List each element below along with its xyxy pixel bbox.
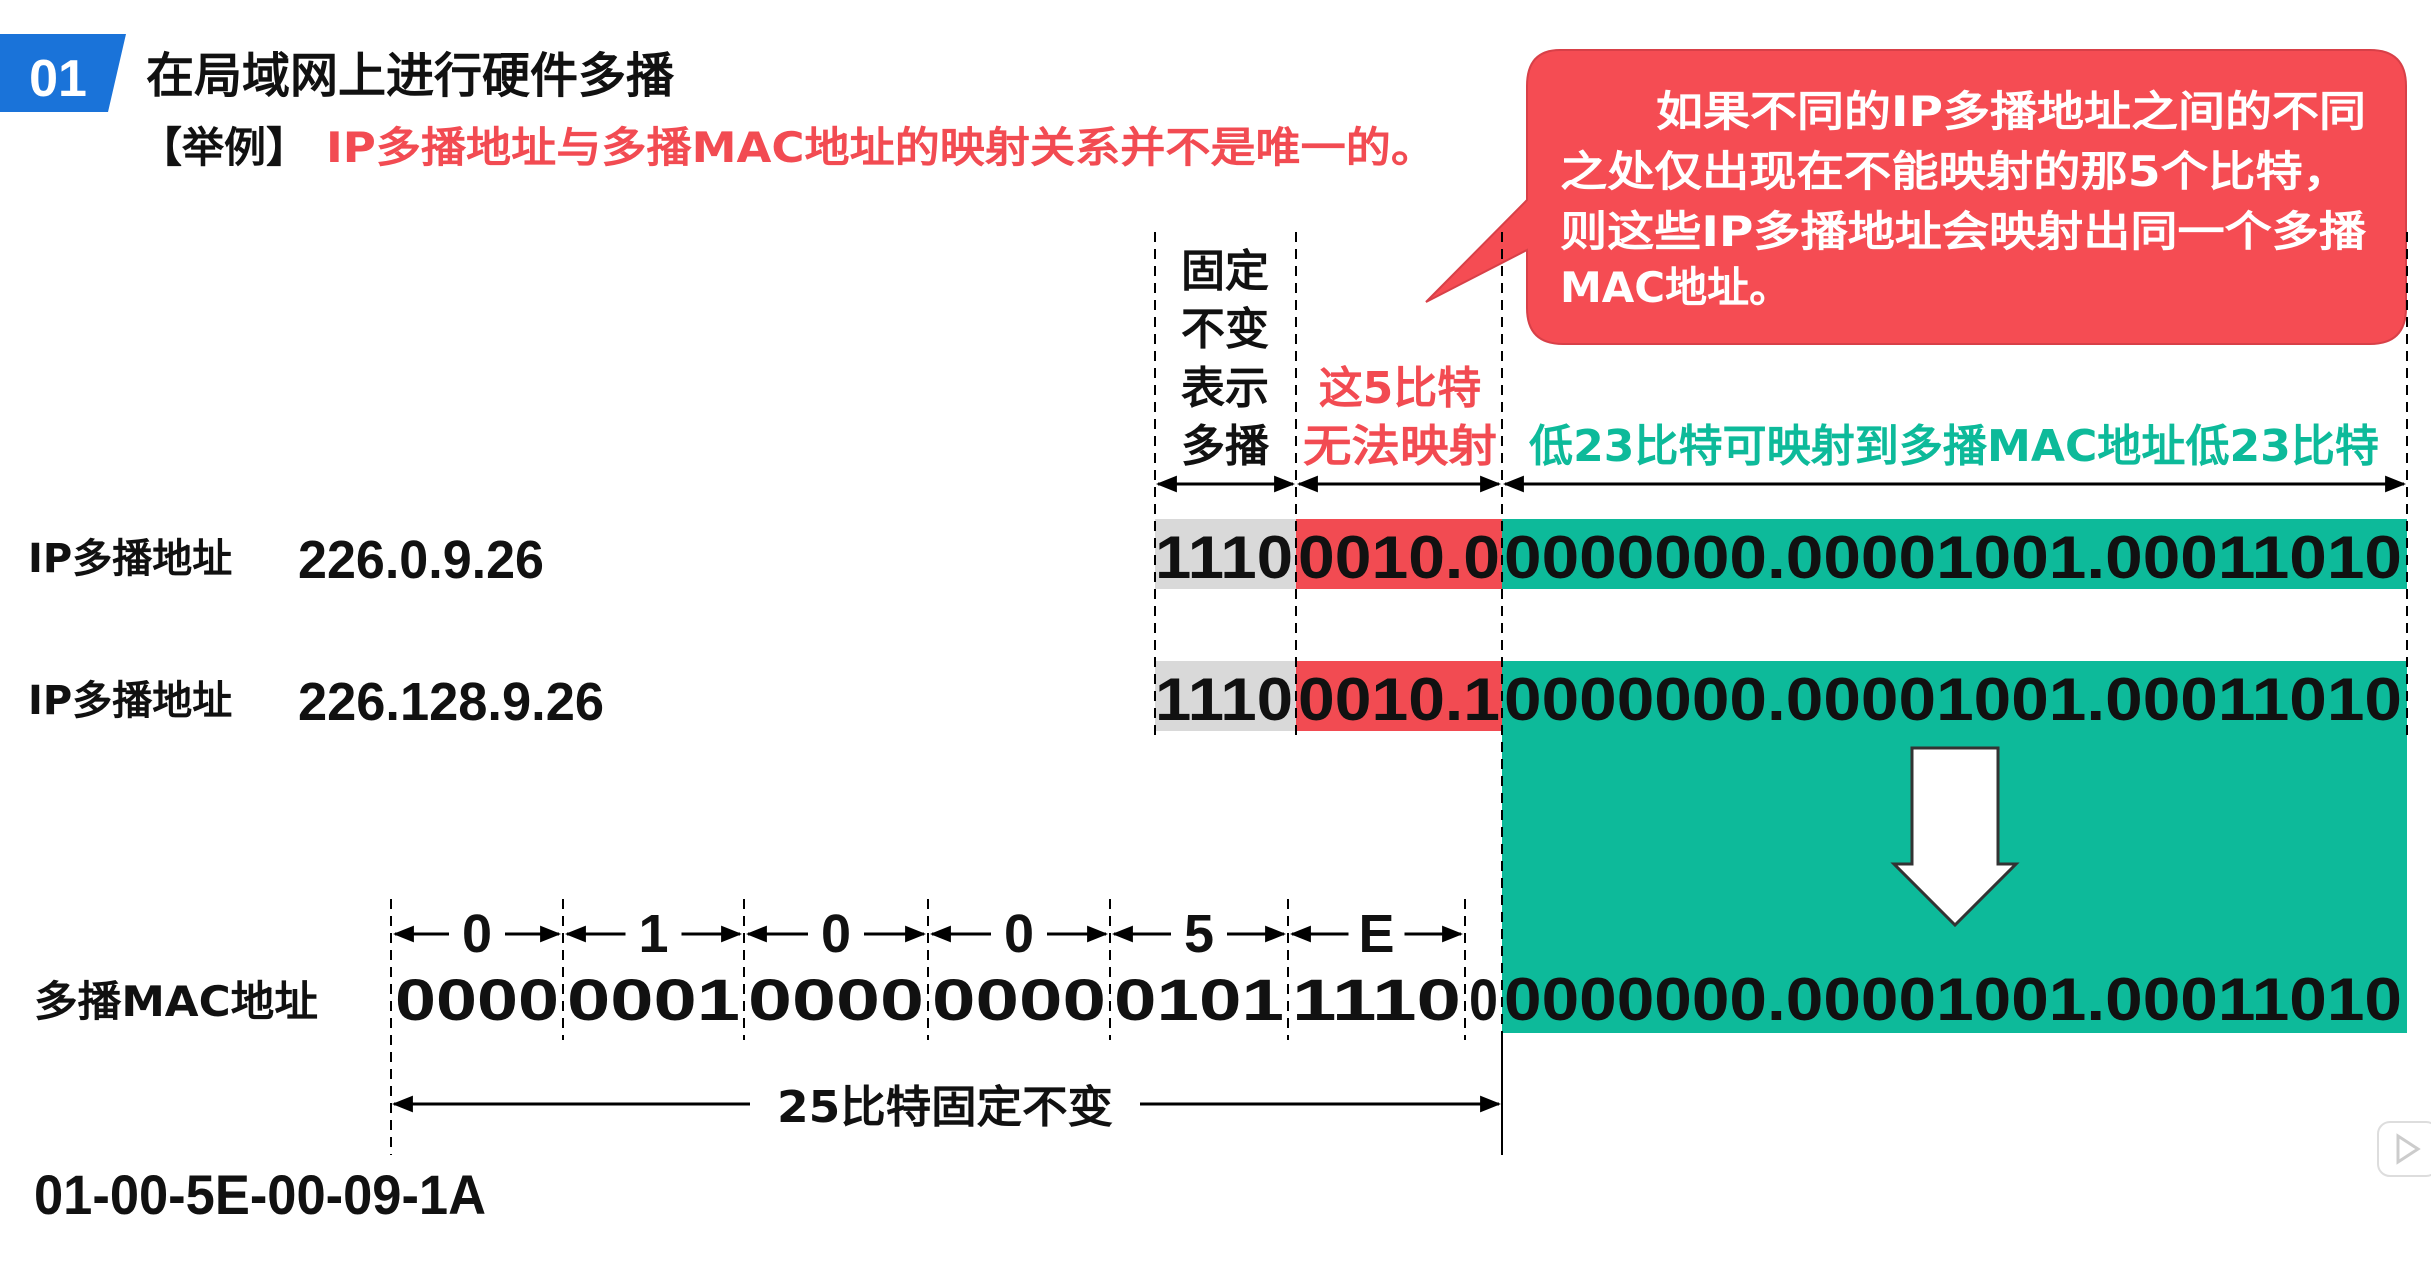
unmapped-bits-block-2 bbox=[1296, 661, 1502, 731]
ip-row-1-bits-unmapped: 0010.0 bbox=[1298, 524, 1500, 591]
mac-hex-digits: 0 1 0 0 5 E bbox=[392, 904, 1464, 964]
mac-bit-group: 0101 bbox=[1114, 968, 1284, 1033]
mac-hex-digit: E bbox=[1358, 904, 1394, 964]
mac-hex-digit: 5 bbox=[1184, 904, 1214, 964]
fixed-bits-block-1 bbox=[1155, 519, 1296, 589]
fixed-label-4: 多播 bbox=[1181, 421, 1270, 472]
mac-bits-low23: 0000000.00001001.00011010 bbox=[1504, 966, 2402, 1033]
ip-row-2-address: 226.128.9.26 bbox=[298, 672, 604, 732]
mac-column-guides bbox=[390, 899, 1503, 1155]
mac-result-address: 01-00-5E-00-09-1A bbox=[34, 1163, 486, 1226]
callout-line-4: MAC地址。 bbox=[1560, 263, 1791, 312]
section-badge bbox=[0, 34, 126, 112]
page-title: 在局域网上进行硬件多播 bbox=[146, 48, 675, 104]
fixed-label-1: 固定 bbox=[1181, 246, 1269, 297]
column-guides bbox=[1154, 232, 2408, 1155]
ip-row-2-bits-unmapped: 0010.1 bbox=[1298, 666, 1500, 733]
mac-hex-digit: 0 bbox=[462, 904, 492, 964]
mac-bit-group: 1110 bbox=[1292, 968, 1461, 1033]
mac-hex-digit: 1 bbox=[638, 904, 668, 964]
unmapped-label-2: 无法映射 bbox=[1303, 421, 1497, 472]
mac-hex-digit: 0 bbox=[821, 904, 851, 964]
example-text: IP多播地址与多播MAC地址的映射关系并不是唯一的。 bbox=[326, 123, 1436, 172]
mac-bit-group: 0001 bbox=[567, 968, 740, 1033]
unmapped-bits-block-1 bbox=[1296, 519, 1502, 589]
callout-line-3: 则这些IP多播地址会映射出同一个多播 bbox=[1560, 207, 2367, 256]
callout-line-2: 之处仅出现在不能映射的那5个比特， bbox=[1560, 147, 2350, 196]
ip-row-2-label: IP多播地址 bbox=[28, 678, 232, 724]
fixed-span-label: 25比特固定不变 bbox=[777, 1082, 1113, 1133]
callout-line-1: 如果不同的IP多播地址之间的不同 bbox=[1656, 87, 2366, 136]
fixed-bits-block-2 bbox=[1155, 661, 1296, 731]
low23-bits-block-1 bbox=[1502, 519, 2407, 589]
ip-row-1-label: IP多播地址 bbox=[28, 536, 232, 582]
ip-row-2-bits-fixed: 1110 bbox=[1155, 666, 1293, 733]
fixed-label-3: 表示 bbox=[1181, 363, 1269, 414]
unmapped-label-1: 这5比特 bbox=[1319, 363, 1482, 414]
ip-row-1-bits-low23: 0000000.00001001.00011010 bbox=[1504, 524, 2402, 591]
mac-row-label: 多播MAC地址 bbox=[34, 977, 318, 1026]
ip-row-1-address: 226.0.9.26 bbox=[298, 530, 544, 590]
low23-label: 低23比特可映射到多播MAC地址低23比特 bbox=[1529, 421, 2379, 472]
mac-bit-group: 0000 bbox=[395, 968, 559, 1033]
mac-bit-groups: 0000 0001 0000 0000 0101 1110 0 bbox=[395, 968, 1498, 1033]
mac-hex-digit: 0 bbox=[1004, 904, 1034, 964]
fixed-label-2: 不变 bbox=[1181, 304, 1269, 355]
play-icon bbox=[2396, 1133, 2421, 1165]
callout-bubble: 如果不同的IP多播地址之间的不同 之处仅出现在不能映射的那5个比特， 则这些IP… bbox=[1425, 49, 2407, 345]
down-arrow-icon bbox=[1890, 746, 2020, 928]
video-play-button[interactable] bbox=[2377, 1121, 2431, 1177]
mac-bit-group: 0000 bbox=[932, 968, 1106, 1033]
ip-row-1-bits-fixed: 1110 bbox=[1155, 524, 1293, 591]
example-prefix: 【举例】 bbox=[140, 123, 308, 172]
mac-bit-group: 0000 bbox=[748, 968, 924, 1033]
section-number: 01 bbox=[29, 50, 87, 108]
ip-row-2-bits-low23: 0000000.00001001.00011010 bbox=[1504, 666, 2402, 733]
mac-bit-group: 0 bbox=[1469, 968, 1498, 1033]
